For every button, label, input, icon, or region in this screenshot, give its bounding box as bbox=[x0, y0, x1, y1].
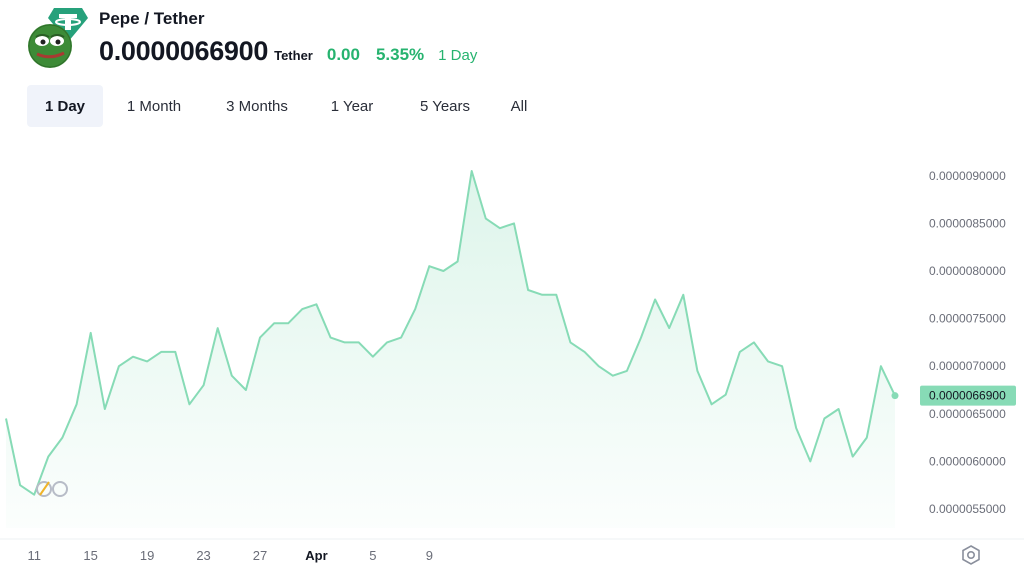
x-tick-label: 27 bbox=[253, 548, 267, 563]
tether-badge-icon bbox=[48, 8, 88, 42]
x-tick-label: 11 bbox=[27, 548, 41, 563]
range-tab-all[interactable]: All bbox=[510, 97, 528, 115]
y-axis: 0.0000055000 0.0000060000 0.0000065000 0.00… bbox=[929, 169, 1006, 516]
x-tick-label: 9 bbox=[426, 548, 433, 563]
last-price-label: 0.0000066900 bbox=[929, 389, 1006, 403]
y-tick-label: 0.0000065000 bbox=[929, 407, 1006, 421]
y-tick-label: 0.0000075000 bbox=[929, 312, 1006, 326]
pepe-avatar-icon bbox=[28, 24, 72, 68]
header: Pepe / Tether 0.0000066900 Tether 0.00 5… bbox=[0, 0, 1024, 80]
change-percent: 5.35% bbox=[375, 45, 425, 64]
range-tab-5-years[interactable]: 5 Years bbox=[419, 97, 471, 115]
chart-watermark-icon bbox=[36, 481, 68, 497]
y-tick-label: 0.0000090000 bbox=[929, 169, 1006, 183]
change-absolute: 0.00 bbox=[326, 45, 360, 64]
price-chart[interactable]: 0.0000055000 0.0000060000 0.0000065000 0.00… bbox=[0, 140, 1024, 581]
last-price-tag: 0.0000066900 bbox=[920, 385, 1016, 406]
range-tab-1-month[interactable]: 1 Month bbox=[126, 97, 182, 115]
pair-logo bbox=[28, 8, 90, 72]
price-series-line bbox=[5, 170, 896, 496]
x-tick-label: 23 bbox=[196, 548, 210, 563]
x-tick-label: 19 bbox=[140, 548, 154, 563]
y-tick-label: 0.0000085000 bbox=[929, 216, 1006, 230]
current-price: 0.0000066900 bbox=[99, 36, 269, 66]
range-tab-1-day[interactable]: 1 Day bbox=[27, 85, 103, 127]
range-tab-1-year[interactable]: 1 Year bbox=[330, 97, 374, 115]
time-range-tabs: 1 Day 1 Month 3 Months 1 Year 5 Years Al… bbox=[27, 85, 543, 127]
x-tick-label: Apr bbox=[305, 548, 327, 563]
y-tick-label: 0.0000070000 bbox=[929, 359, 1006, 373]
x-tick-label: 5 bbox=[369, 548, 376, 563]
chart-settings-icon[interactable] bbox=[960, 544, 982, 566]
y-tick-label: 0.0000080000 bbox=[929, 264, 1006, 278]
price-row: 0.0000066900 Tether 0.00 5.35% 1 Day bbox=[99, 36, 477, 67]
y-tick-label: 0.0000055000 bbox=[929, 502, 1006, 516]
x-axis: 11 15 19 23 27 Apr 5 9 bbox=[27, 548, 432, 563]
pair-title: Pepe / Tether bbox=[99, 9, 205, 28]
y-tick-label: 0.0000060000 bbox=[929, 454, 1006, 468]
quote-currency-label: Tether bbox=[274, 48, 313, 63]
price-area-fill bbox=[6, 171, 895, 528]
x-tick-label: 15 bbox=[83, 548, 97, 563]
change-period: 1 Day bbox=[438, 47, 478, 64]
last-price-dot bbox=[891, 392, 899, 400]
range-tab-3-months[interactable]: 3 Months bbox=[226, 97, 288, 115]
